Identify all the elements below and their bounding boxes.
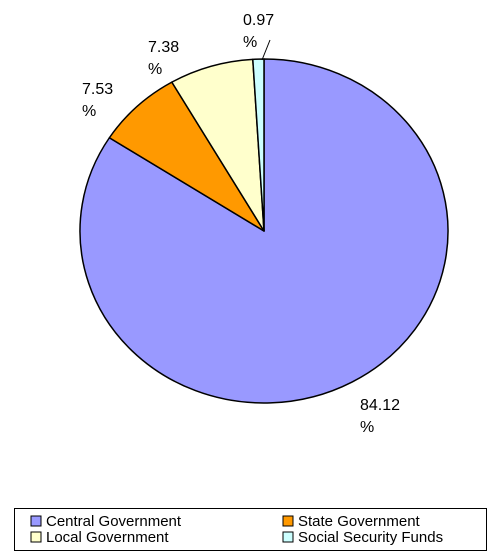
slice-label-0: 84.12% xyxy=(360,397,400,436)
pie-slice-3 xyxy=(252,58,265,232)
legend-label-0: Central Government xyxy=(46,513,182,530)
legend-label-1: State Government xyxy=(298,513,421,530)
slice-label-1: 7.53% xyxy=(82,81,113,120)
legend-swatch-3 xyxy=(282,531,294,543)
legend-swatch-0 xyxy=(30,515,42,527)
slice-label-3: 0.97% xyxy=(243,12,274,51)
legend-label-2: Local Government xyxy=(46,529,169,546)
legend-label-3: Social Security Funds xyxy=(298,529,443,546)
label-leader-line xyxy=(261,39,271,61)
legend-swatch-2 xyxy=(30,531,42,543)
legend: Central Government State Government Local … xyxy=(30,513,443,546)
pie-slices xyxy=(79,58,449,404)
legend-box xyxy=(14,508,487,551)
legend-swatch-1 xyxy=(282,515,294,527)
slice-labels: 84.12 % 7.53 % 7.38 % 0.97% xyxy=(82,12,400,436)
slice-label-2: 7.38% xyxy=(148,39,179,78)
